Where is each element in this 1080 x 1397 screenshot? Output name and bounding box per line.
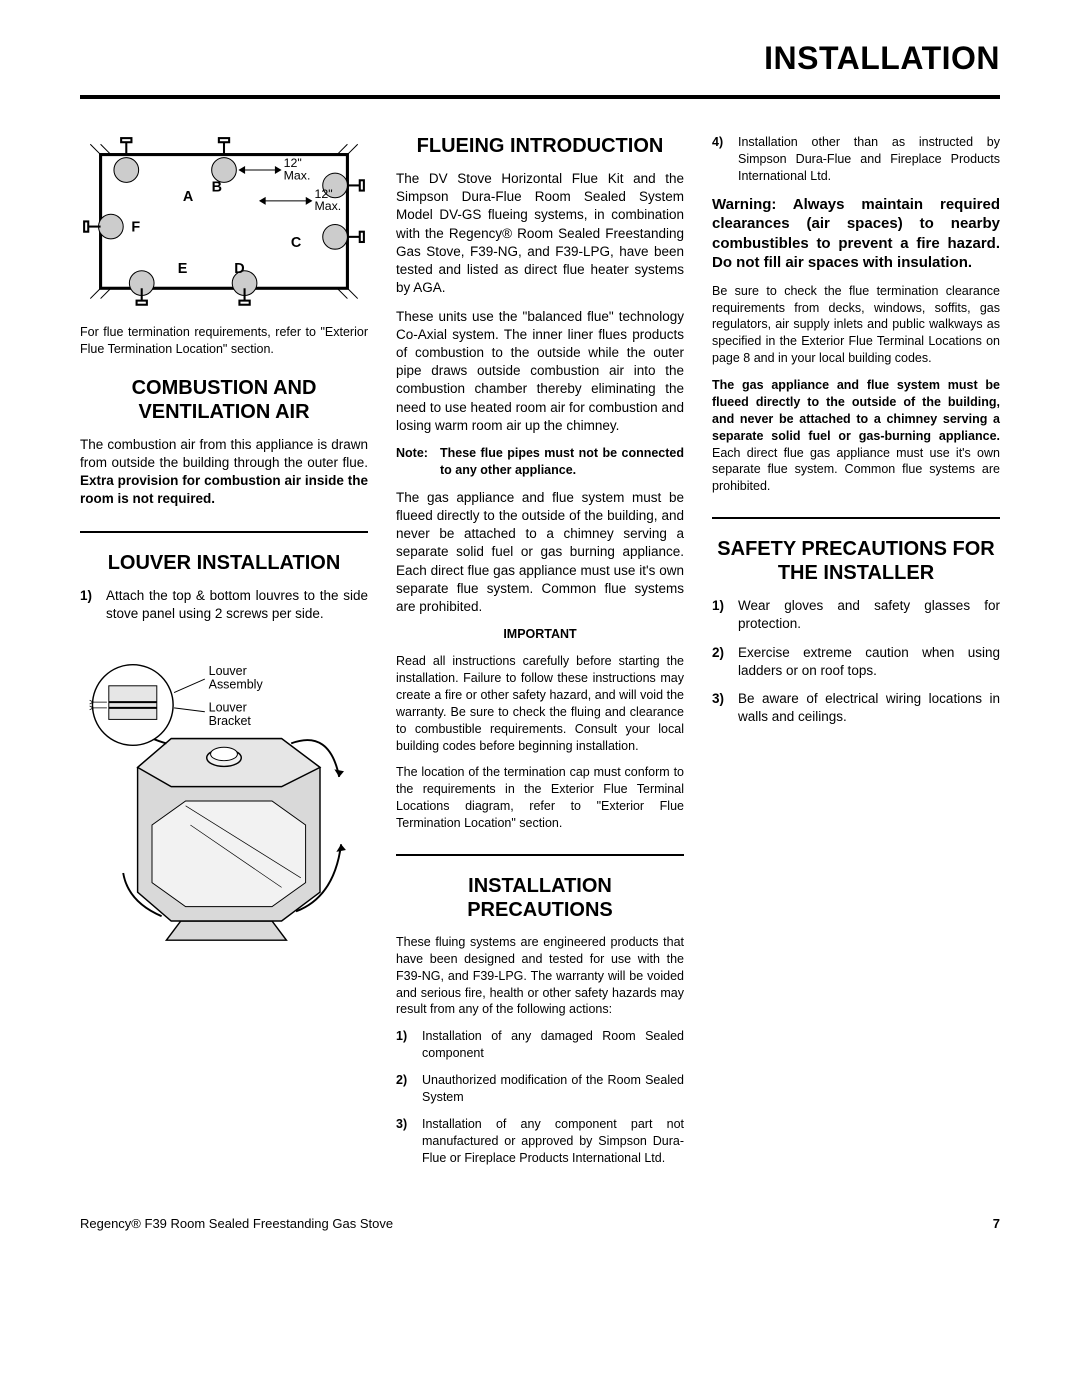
note-block: Note: These flue pipes must not be conne… [396, 445, 684, 479]
page-footer: Regency® F39 Room Sealed Freestanding Ga… [80, 1216, 1000, 1231]
precautions-list-cont: 4)Installation other than as instructed … [712, 134, 1000, 185]
combustion-paragraph: The combustion air from this appliance i… [80, 436, 368, 509]
footer-product: Regency® F39 Room Sealed Freestanding Ga… [80, 1216, 393, 1231]
column-2: FLUEING INTRODUCTION The DV Stove Horizo… [396, 134, 684, 1176]
heading-flueing: FLUEING INTRODUCTION [396, 134, 684, 158]
svg-text:E: E [178, 261, 188, 277]
list-text: Exercise extreme caution when using ladd… [738, 644, 1000, 680]
note-label: Note: [396, 445, 440, 479]
svg-text:Louver: Louver [209, 701, 247, 715]
svg-text:A: A [183, 189, 193, 205]
paragraph: The gas appliance and flue system must b… [396, 489, 684, 617]
list-number: 1) [712, 597, 738, 633]
text-span: Each direct flue gas appliance must use … [712, 446, 1000, 494]
title-rule [80, 95, 1000, 99]
list-item: 1)Installation of any damaged Room Seale… [396, 1028, 684, 1062]
column-1: A B C D E F 12" Max. 12" Max. For flue t… [80, 134, 368, 1176]
safety-list: 1)Wear gloves and safety glasses for pro… [712, 597, 1000, 726]
heading-louver: LOUVER INSTALLATION [80, 551, 368, 575]
combustion-text-b: Extra provision for combustion air insid… [80, 473, 368, 506]
list-number: 2) [712, 644, 738, 680]
warning-paragraph: Warning: Always maintain required cleara… [712, 195, 1000, 273]
important-label: IMPORTANT [396, 626, 684, 643]
list-number: 3) [712, 690, 738, 726]
svg-text:Max.: Max. [284, 168, 311, 182]
list-text: Wear gloves and safety glasses for prote… [738, 597, 1000, 633]
svg-text:Max.: Max. [315, 199, 342, 213]
list-text: Installation of any damaged Room Sealed … [422, 1028, 684, 1062]
column-layout: A B C D E F 12" Max. 12" Max. For flue t… [80, 134, 1000, 1176]
footer-page-number: 7 [993, 1216, 1000, 1231]
paragraph: These fluing systems are engineered prod… [396, 934, 684, 1018]
document-page: INSTALLATION [0, 0, 1080, 1261]
list-number: 1) [396, 1028, 422, 1062]
list-text: Installation of any component part not m… [422, 1116, 684, 1167]
section-rule [80, 531, 368, 533]
paragraph: The location of the termination cap must… [396, 764, 684, 832]
page-title: INSTALLATION [80, 40, 1000, 77]
column-3: 4)Installation other than as instructed … [712, 134, 1000, 1176]
flue-clearance-diagram: A B C D E F 12" Max. 12" Max. [80, 134, 368, 309]
paragraph: Be sure to check the flue termination cl… [712, 283, 1000, 367]
list-item: 3)Be aware of electrical wiring location… [712, 690, 1000, 726]
list-item: 1)Wear gloves and safety glasses for pro… [712, 597, 1000, 633]
section-rule [396, 854, 684, 856]
list-text: Attach the top & bottom louvres to the s… [106, 587, 368, 623]
list-text: Unauthorized modification of the Room Se… [422, 1072, 684, 1106]
heading-precautions: INSTALLATION PRECAUTIONS [396, 874, 684, 922]
paragraph: Read all instructions carefully before s… [396, 653, 684, 754]
note-text: These flue pipes must not be connected t… [440, 445, 684, 479]
svg-text:D: D [234, 261, 244, 277]
list-text: Installation other than as instructed by… [738, 134, 1000, 185]
list-item: 3)Installation of any component part not… [396, 1116, 684, 1167]
paragraph: The DV Stove Horizontal Flue Kit and the… [396, 170, 684, 298]
section-rule [712, 517, 1000, 519]
list-item: 1) Attach the top & bottom louvres to th… [80, 587, 368, 623]
list-number: 1) [80, 587, 106, 623]
svg-text:Louver: Louver [209, 664, 247, 678]
svg-text:B: B [212, 180, 222, 196]
heading-safety: SAFETY PRECAUTIONS FOR THE INSTALLER [712, 537, 1000, 585]
diagram-caption: For flue termination requirements, refer… [80, 324, 368, 358]
list-text: Be aware of electrical wiring locations … [738, 690, 1000, 726]
stove-diagram: Louver Assembly Louver Bracket [80, 633, 368, 959]
bold-span: The gas appliance and flue system must b… [712, 378, 1000, 443]
paragraph: The gas appliance and flue system must b… [712, 377, 1000, 495]
louver-list: 1) Attach the top & bottom louvres to th… [80, 587, 368, 623]
list-number: 4) [712, 134, 738, 185]
precautions-list: 1)Installation of any damaged Room Seale… [396, 1028, 684, 1166]
list-number: 3) [396, 1116, 422, 1167]
svg-text:C: C [291, 235, 301, 251]
svg-text:F: F [131, 220, 140, 236]
svg-text:Assembly: Assembly [209, 678, 264, 692]
svg-text:Bracket: Bracket [209, 714, 252, 728]
list-item: 4)Installation other than as instructed … [712, 134, 1000, 185]
combustion-text-a: The combustion air from this appliance i… [80, 437, 368, 470]
list-item: 2)Exercise extreme caution when using la… [712, 644, 1000, 680]
list-number: 2) [396, 1072, 422, 1106]
list-item: 2)Unauthorized modification of the Room … [396, 1072, 684, 1106]
paragraph: These units use the "balanced flue" tech… [396, 308, 684, 436]
heading-combustion: COMBUSTION AND VENTILATION AIR [80, 376, 368, 424]
